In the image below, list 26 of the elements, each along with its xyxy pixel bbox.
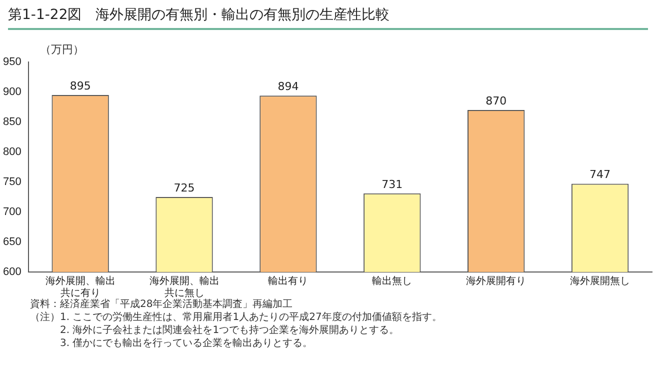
y-tick-label: 850 xyxy=(2,116,22,128)
chart-title: 第1-1-22図 海外展開の有無別・輸出の有無別の生産性比較 xyxy=(8,6,648,30)
y-tick-label: 800 xyxy=(2,146,22,158)
x-tick-label: 海外展開、輸出共に有り xyxy=(45,274,116,299)
data-label: 747 xyxy=(590,168,611,182)
text: 資料：経済産業省「平成28年企業活動基本調査」再編加工 xyxy=(30,299,293,310)
y-tick-label: 750 xyxy=(2,176,22,188)
text: 3. 僅かにでも輸出を行っている企業を輸出ありとする。 xyxy=(60,338,313,349)
x-tick-label: 海外展開、輸出共に無し xyxy=(149,274,220,299)
x-tick-label: 海外展開有り xyxy=(466,274,526,287)
text: 2. 海外に子会社または関連会社を1つでも持つ企業を海外展開ありとする。 xyxy=(60,325,400,336)
y-tick-label: 900 xyxy=(2,86,22,98)
y-tick-label: 600 xyxy=(2,266,22,278)
x-tick-label: 輸出無し xyxy=(372,274,412,287)
data-label: 895 xyxy=(70,79,91,92)
data-label: 870 xyxy=(486,94,507,108)
data-label: 725 xyxy=(174,181,195,194)
data-label: 731 xyxy=(382,178,403,191)
y-axis-title: （万円） xyxy=(40,42,84,57)
y-tick-label: 700 xyxy=(2,206,22,218)
data-label: 894 xyxy=(278,80,299,93)
y-tick-label: 650 xyxy=(2,236,22,248)
text: （注）1. ここでの労働生産性は、常用雇用者1人あたりの平成27年度の付加価値額を指す。 xyxy=(30,312,442,323)
x-tick-label: 海外展開無し xyxy=(570,274,630,287)
x-tick-label: 輸出有り xyxy=(268,274,308,287)
y-tick-label: 950 xyxy=(2,56,22,68)
